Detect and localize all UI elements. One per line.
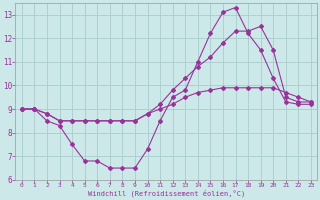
X-axis label: Windchill (Refroidissement éolien,°C): Windchill (Refroidissement éolien,°C) [88,190,245,197]
